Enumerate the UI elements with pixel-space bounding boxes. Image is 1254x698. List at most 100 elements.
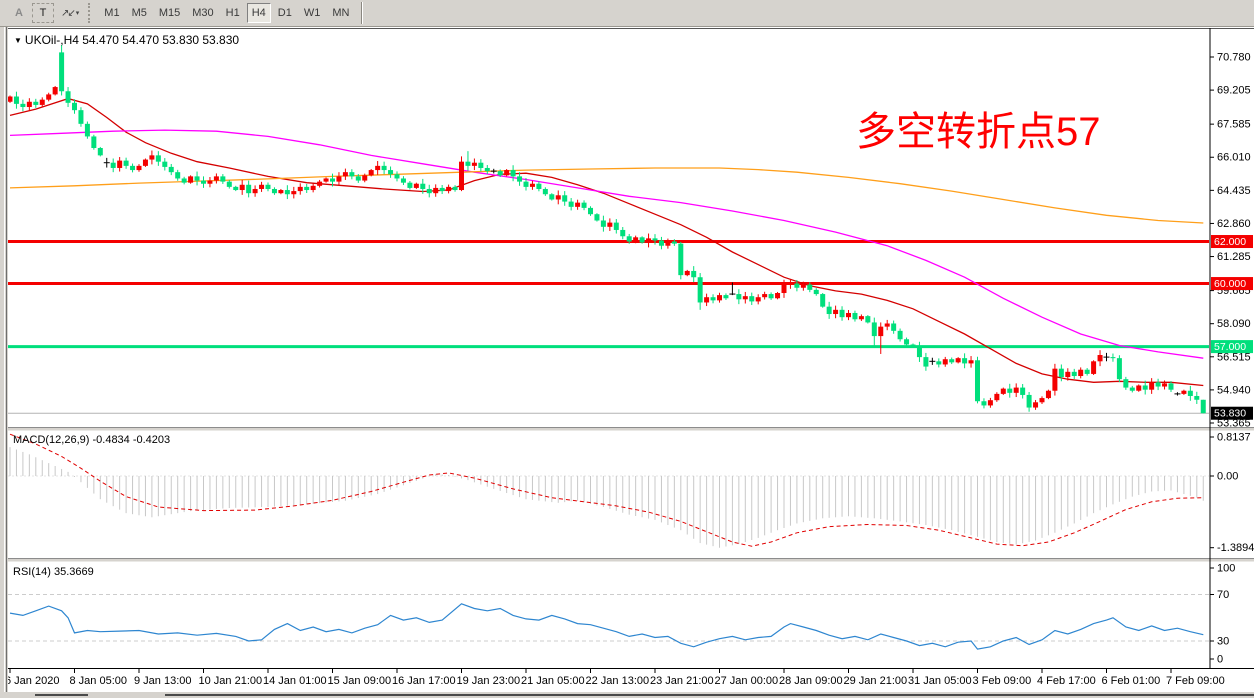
level-price-badge-60.000 [1211,277,1253,291]
candle-body [1181,390,1187,394]
candlestick-series [8,45,1206,414]
candle-body [1149,382,1155,390]
symbol-dropdown-icon[interactable]: ▼ [14,36,22,45]
chart-header: ▼ UKOil-,H4 54.470 54.470 53.830 53.830 [14,33,239,47]
timeframe-button-h4[interactable]: H4 [246,3,271,23]
candle-body [736,294,742,300]
time-tick-label: 4 Feb 17:00 [1037,675,1096,687]
candle-body [420,183,426,189]
level-price-badge-57.000 [1211,340,1253,354]
candle-body [220,176,226,182]
candle-body [581,202,587,208]
time-tick-label: 3 Feb 09:00 [973,675,1032,687]
candle-body [407,182,413,188]
candle-body [355,176,361,181]
candle-body [542,188,548,195]
candle-body [613,222,619,230]
timeframe-button-d1[interactable]: D1 [277,7,292,19]
rsi-tick-label: 100 [1217,563,1235,575]
rsi-value: 35.3669 [53,566,94,578]
candle-body [362,175,368,181]
candle-body [562,195,568,202]
window-left-border [0,27,8,698]
candle-body [684,270,690,276]
toolbar-grip[interactable] [88,3,93,23]
time-tick-label: 6 Jan 2020 [5,675,59,687]
candle-body [84,123,90,137]
candle-body [46,94,52,100]
macd-panel[interactable] [8,432,1209,558]
time-tick-label: 29 Jan 21:00 [844,675,908,687]
candle-body [310,185,316,191]
candle-body [78,110,84,124]
candle-body [201,180,206,184]
timeframe-button-m5[interactable]: M5 [131,7,147,19]
candle-body [975,360,980,402]
candle-body [136,165,142,171]
candle-body [749,296,755,302]
level-price-badge-62.000 [1211,235,1253,249]
ma-mid-line[interactable] [9,129,1204,359]
candle-body [646,238,652,243]
timeframe-button-w1[interactable]: W1 [303,7,321,19]
time-tick-label: 23 Jan 21:00 [650,675,714,687]
ma-fast-line[interactable] [9,97,1204,387]
chart-text-annotation[interactable]: 多空转折点57 [856,110,1101,154]
candle-body [1123,379,1129,388]
candle-body [471,162,477,166]
macd-tick-label: 0.8137 [1217,432,1251,444]
candle-body [1155,382,1161,387]
rsi-tick-label: 70 [1217,589,1229,601]
candle-body [626,236,632,242]
candle-body [1116,358,1122,380]
candle-body [484,167,490,172]
candle-body [633,237,639,242]
time-tick-label: 10 Jan 21:00 [199,675,263,687]
rsi-panel[interactable] [8,563,1209,668]
candle-body [59,52,65,92]
text-label-tool[interactable]: T [32,3,54,23]
candle-body [278,190,284,194]
candle-body [1033,402,1039,408]
candle-body [304,186,310,191]
time-axis-drag-zone[interactable] [8,669,1254,692]
candle-body [207,180,213,184]
candle-body [478,162,484,168]
candle-body [368,170,374,176]
ma-slow-line[interactable] [9,167,1204,224]
candle-body [1168,383,1174,390]
rsi-tick-label: 0 [1217,654,1223,666]
candle-body [188,176,194,183]
candle-body [787,283,793,285]
timeframe-button-h1[interactable]: H1 [225,7,240,19]
candle-body [704,297,710,303]
text-a-tool[interactable]: A [15,7,23,19]
candle-body [168,166,174,173]
candle-body [865,316,871,323]
candle-body [523,181,529,187]
macd-values: -0.4834 -0.4203 [92,434,171,446]
candle-body [52,87,58,95]
candle-body [658,240,664,246]
candle-body [446,186,452,192]
main-chart-area[interactable] [8,29,1209,427]
arrows-tool[interactable]: ↗↙ ▾ [56,3,82,23]
candle-body [807,284,813,290]
candle-body [510,170,516,177]
price-axis-drag-zone[interactable] [1210,28,1254,668]
timeframe-button-m1[interactable]: M1 [104,7,120,19]
candle-body [568,201,574,207]
candle-body [1071,371,1077,377]
timeframe-button-mn[interactable]: MN [332,7,350,19]
candle-body [246,184,252,194]
candle-body [994,393,1000,401]
timeframe-button-m15[interactable]: M15 [158,7,181,19]
candle-body [555,195,561,200]
candle-body [891,323,897,331]
timeframe-button-m30[interactable]: M30 [192,7,214,19]
candle-body [904,339,910,345]
candle-body [336,176,342,182]
candle-body [91,136,97,148]
candle-body [981,401,987,406]
